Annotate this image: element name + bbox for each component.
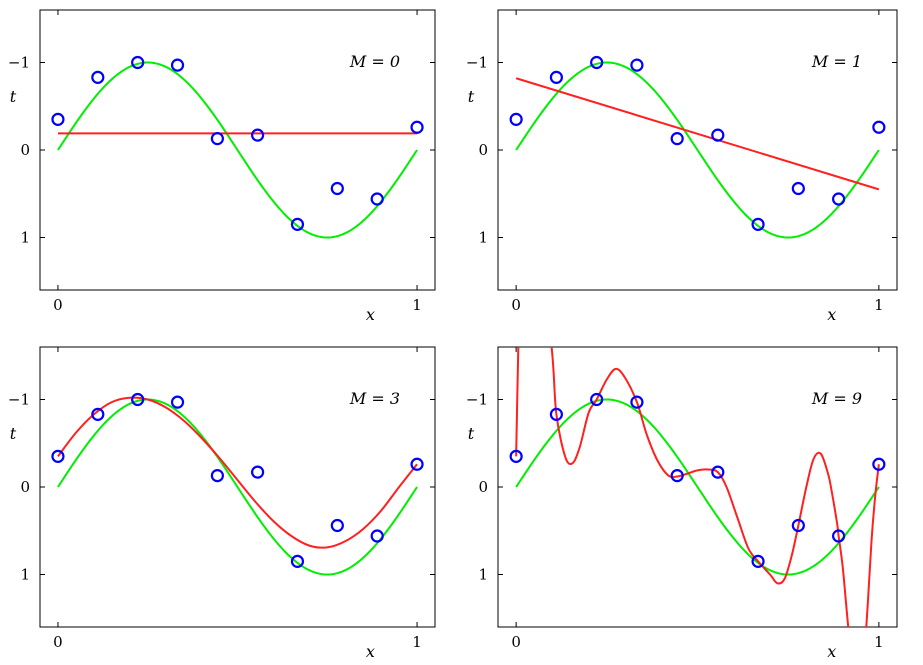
data-point [330,181,344,196]
ytick-label: 0 [20,141,30,159]
data-point [91,407,105,421]
data-point [630,58,644,72]
model-order-label: M = 3 [349,389,400,408]
data-point [131,55,145,70]
data-point [751,217,765,231]
plot-area [57,61,418,239]
data-point [170,58,185,72]
data-point [711,465,725,479]
data-point [251,465,265,479]
xtick-label: 0 [511,296,521,314]
fitted-curve-line [515,347,880,627]
y-axis-label: t [10,87,17,106]
data-point [410,120,424,134]
data-point [872,120,886,134]
y-axis-label: t [10,424,17,443]
panel-bottom-right: −1 0 1 0 1 t x M = 9 [466,346,898,661]
y-axis-label: t [468,87,475,106]
xtick-label: 1 [412,296,422,314]
data-point [51,112,65,126]
data-point [370,529,384,543]
ytick-label: 0 [20,478,30,496]
plot-area [515,347,880,627]
xtick-label: 0 [53,296,63,314]
data-point [590,392,604,407]
x-axis-label: x [366,642,375,661]
ytick-label: −1 [8,391,30,409]
data-point [509,449,523,463]
data-point [791,181,805,196]
data-point [251,128,265,142]
panel-bottom-left: −1 0 1 0 1 t x M = 3 [8,346,436,661]
ytick-label: −1 [8,54,30,72]
data-point [832,192,846,206]
data-point [751,554,765,568]
fitted-curve-line [515,77,880,191]
true-curve-line [57,61,418,239]
data-point [330,518,344,533]
data-point [509,112,523,126]
data-point [170,395,185,409]
data-point [290,554,305,568]
x-axis-label: x [827,305,836,324]
model-order-label: M = 0 [349,52,400,71]
x-axis-label: x [366,305,375,324]
data-point [370,192,384,206]
ytick-label: 1 [20,566,30,584]
data-point [791,518,805,533]
data-point [290,217,305,231]
data-point [210,132,224,146]
data-point [590,55,604,70]
xtick-label: 1 [412,633,422,651]
ytick-label: −1 [466,391,488,409]
data-point [210,469,224,483]
x-axis-label: x [827,642,836,661]
data-point [131,392,145,407]
model-order-label: M = 1 [811,52,862,71]
true-curve-line [57,398,418,576]
data-point [832,529,846,543]
data-point [872,457,886,471]
ytick-label: 0 [478,478,488,496]
ytick-label: 0 [478,141,488,159]
xtick-label: 1 [874,633,884,651]
data-point [549,70,563,84]
data-point [91,70,105,84]
data-point [670,469,684,483]
true-curve-line [515,61,880,239]
fitted-curve-line [57,396,418,549]
xtick-label: 1 [874,296,884,314]
data-point [630,395,644,409]
model-order-label: M = 9 [811,389,862,408]
ytick-label: 1 [478,229,488,247]
y-axis-label: t [468,424,475,443]
xtick-label: 0 [511,633,521,651]
plot-area [57,396,418,576]
data-point [410,457,424,471]
data-point [670,132,684,146]
true-curve-line [515,398,880,576]
data-point [51,449,65,463]
plot-area [515,61,880,239]
xtick-label: 0 [53,633,63,651]
data-point [549,407,563,421]
ytick-label: −1 [466,54,488,72]
ytick-label: 1 [20,229,30,247]
ytick-label: 1 [478,566,488,584]
panel-top-left: −1 0 1 0 1 t x M = 0 [8,9,436,324]
data-point [711,128,725,142]
panel-top-right: −1 0 1 0 1 t x M = 1 [466,9,898,324]
